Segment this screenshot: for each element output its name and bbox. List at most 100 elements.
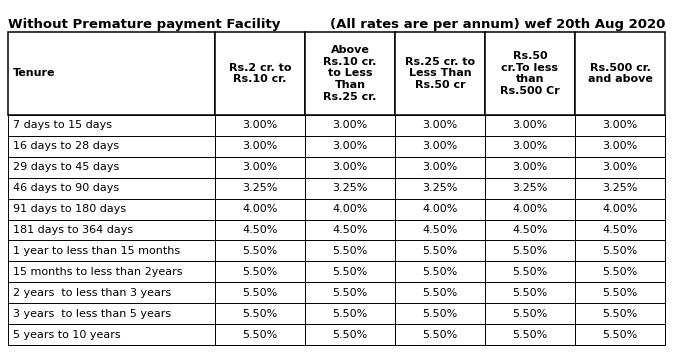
Text: 4.50%: 4.50% [332, 225, 367, 235]
Text: 3.25%: 3.25% [242, 183, 278, 193]
Text: 5.50%: 5.50% [512, 288, 548, 298]
Bar [215, 261, 305, 282]
Bar [575, 324, 665, 345]
Bar [575, 199, 665, 220]
Text: Rs.25 cr. to
Less Than
Rs.50 cr: Rs.25 cr. to Less Than Rs.50 cr [405, 57, 475, 90]
Bar [215, 136, 305, 157]
Text: 3.00%: 3.00% [332, 120, 367, 130]
Text: 3.00%: 3.00% [242, 162, 277, 172]
Text: 5.50%: 5.50% [602, 330, 637, 340]
Bar [8, 240, 215, 261]
Text: 46 days to 90 days: 46 days to 90 days [13, 183, 119, 193]
Text: 4.50%: 4.50% [602, 225, 638, 235]
Text: 3.25%: 3.25% [602, 183, 638, 193]
Bar [8, 303, 215, 324]
Text: 3 years  to less than 5 years: 3 years to less than 5 years [13, 309, 171, 319]
Bar [485, 220, 575, 240]
Text: 5.50%: 5.50% [332, 309, 367, 319]
Text: 4.00%: 4.00% [512, 204, 548, 214]
Bar [215, 115, 305, 136]
Bar [215, 178, 305, 199]
Bar [575, 115, 665, 136]
Bar [395, 199, 485, 220]
Text: Tenure: Tenure [13, 68, 55, 78]
Bar [575, 178, 665, 199]
Bar [485, 303, 575, 324]
Text: 4.00%: 4.00% [242, 204, 278, 214]
Bar [485, 136, 575, 157]
Bar [305, 220, 395, 240]
Bar [575, 261, 665, 282]
Bar [305, 261, 395, 282]
Text: 5.50%: 5.50% [512, 309, 548, 319]
Text: 5.50%: 5.50% [242, 309, 277, 319]
Bar [395, 178, 485, 199]
Text: Rs.500 cr.
and above: Rs.500 cr. and above [588, 63, 652, 84]
Text: 5.50%: 5.50% [332, 330, 367, 340]
Bar [395, 157, 485, 178]
Text: 4.00%: 4.00% [422, 204, 458, 214]
Bar [395, 303, 485, 324]
Bar [395, 261, 485, 282]
Bar [215, 324, 305, 345]
Bar [575, 220, 665, 240]
Text: 3.25%: 3.25% [512, 183, 548, 193]
Bar [575, 32, 665, 115]
Text: 5.50%: 5.50% [423, 309, 458, 319]
Bar [305, 240, 395, 261]
Text: 3.00%: 3.00% [423, 141, 458, 151]
Text: 3.00%: 3.00% [602, 141, 637, 151]
Bar [575, 282, 665, 303]
Bar [485, 178, 575, 199]
Text: 4.00%: 4.00% [602, 204, 638, 214]
Bar [575, 136, 665, 157]
Text: 3.00%: 3.00% [423, 162, 458, 172]
Text: 5 years to 10 years: 5 years to 10 years [13, 330, 120, 340]
Bar [485, 199, 575, 220]
Text: 15 months to less than 2years: 15 months to less than 2years [13, 267, 182, 277]
Text: 5.50%: 5.50% [512, 330, 548, 340]
Text: 3.00%: 3.00% [332, 162, 367, 172]
Bar [8, 178, 215, 199]
Bar [485, 240, 575, 261]
Text: 3.00%: 3.00% [602, 120, 637, 130]
Bar [8, 115, 215, 136]
Bar [395, 115, 485, 136]
Text: 3.00%: 3.00% [602, 162, 637, 172]
Text: 7 days to 15 days: 7 days to 15 days [13, 120, 112, 130]
Text: 5.50%: 5.50% [332, 246, 367, 256]
Text: 5.50%: 5.50% [602, 309, 637, 319]
Bar [395, 32, 485, 115]
Text: 1 year to less than 15 months: 1 year to less than 15 months [13, 246, 180, 256]
Bar [485, 282, 575, 303]
Text: 3.00%: 3.00% [242, 120, 277, 130]
Bar [485, 157, 575, 178]
Bar [485, 32, 575, 115]
Text: 4.50%: 4.50% [512, 225, 548, 235]
Bar [215, 199, 305, 220]
Bar [8, 261, 215, 282]
Bar [8, 199, 215, 220]
Bar [395, 136, 485, 157]
Bar [215, 282, 305, 303]
Bar [8, 282, 215, 303]
Bar [305, 199, 395, 220]
Bar [215, 240, 305, 261]
Bar [8, 220, 215, 240]
Bar [215, 157, 305, 178]
Text: 4.00%: 4.00% [332, 204, 367, 214]
Bar [8, 324, 215, 345]
Bar [305, 324, 395, 345]
Text: (All rates are per annum) wef 20th Aug 2020: (All rates are per annum) wef 20th Aug 2… [330, 18, 665, 31]
Text: 29 days to 45 days: 29 days to 45 days [13, 162, 119, 172]
Text: 5.50%: 5.50% [602, 246, 637, 256]
Text: 16 days to 28 days: 16 days to 28 days [13, 141, 119, 151]
Bar [575, 157, 665, 178]
Bar [395, 240, 485, 261]
Text: 5.50%: 5.50% [602, 288, 637, 298]
Bar [8, 32, 215, 115]
Text: 5.50%: 5.50% [423, 267, 458, 277]
Text: 5.50%: 5.50% [423, 330, 458, 340]
Text: 3.00%: 3.00% [512, 120, 548, 130]
Text: Rs.2 cr. to
Rs.10 cr.: Rs.2 cr. to Rs.10 cr. [229, 63, 291, 84]
